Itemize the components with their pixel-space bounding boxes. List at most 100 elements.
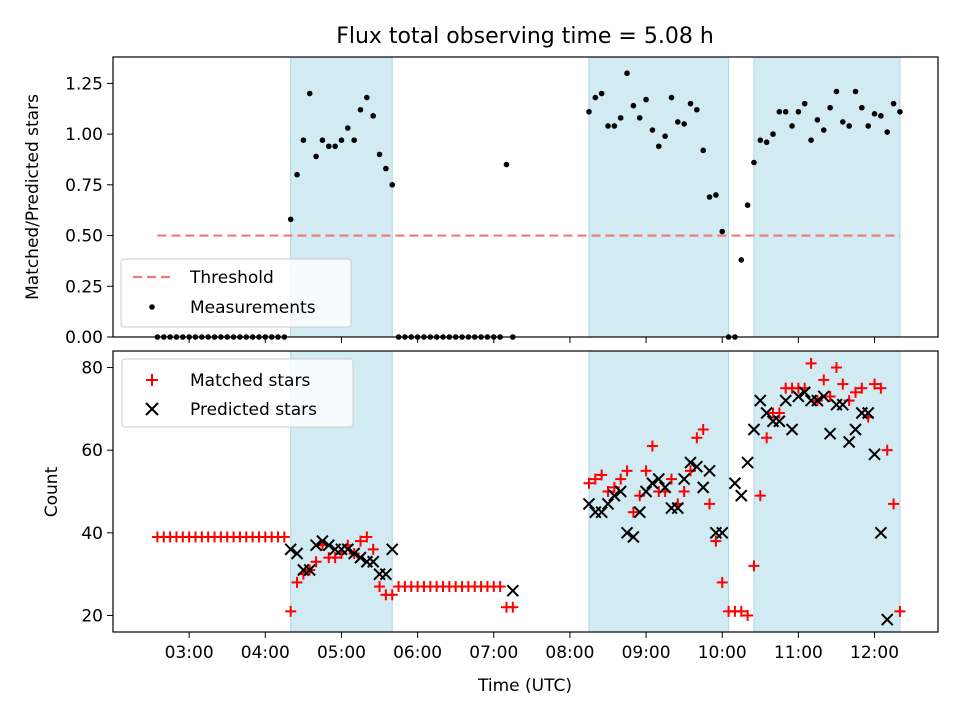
x-tick-label: 10:00 bbox=[698, 643, 747, 663]
measurement-point bbox=[675, 119, 681, 125]
x-b bbox=[703, 464, 716, 478]
measurement-point bbox=[865, 123, 871, 129]
x-b bbox=[798, 386, 811, 399]
matched-star-point bbox=[869, 378, 881, 390]
measurement-point bbox=[325, 143, 332, 150]
bottom-legend: Matched stars Predicted stars bbox=[121, 358, 354, 428]
measurement-point bbox=[592, 94, 599, 101]
predicted-star-point bbox=[303, 563, 316, 577]
measurement-point bbox=[605, 123, 611, 129]
measurement-point bbox=[897, 108, 903, 115]
predicted-star-point bbox=[716, 526, 729, 540]
predicted-star-point bbox=[811, 394, 824, 407]
y-tick-label: 80 bbox=[81, 359, 103, 379]
matched-star-point bbox=[589, 473, 601, 485]
measurement-point bbox=[820, 127, 827, 133]
predicted-star-point bbox=[696, 481, 710, 494]
measurement-point bbox=[636, 115, 643, 121]
x-b bbox=[690, 460, 704, 473]
x-b bbox=[614, 485, 627, 498]
predicted-star-point bbox=[646, 477, 659, 490]
predicted-star-point bbox=[760, 406, 773, 420]
x-b bbox=[316, 534, 329, 548]
x-b bbox=[671, 501, 685, 515]
matched-star-point bbox=[704, 498, 716, 510]
predicted-star-point bbox=[881, 613, 894, 626]
measurement-point bbox=[319, 137, 326, 143]
x-b bbox=[284, 543, 297, 556]
x-b bbox=[747, 423, 761, 436]
x-b bbox=[861, 406, 875, 420]
x-b bbox=[874, 526, 888, 540]
predicted-star-point bbox=[671, 501, 685, 515]
predicted-star-point bbox=[735, 489, 748, 502]
measurement-point bbox=[687, 100, 694, 107]
x-b bbox=[341, 543, 355, 556]
shaded-span-1 bbox=[588, 56, 730, 338]
predicted-star-point bbox=[849, 423, 862, 436]
measurement-point bbox=[852, 88, 859, 95]
predicted-star-point bbox=[741, 456, 754, 469]
x-b bbox=[652, 472, 665, 486]
bottom-shaded-spans bbox=[290, 350, 901, 633]
matched-star-point bbox=[608, 481, 620, 493]
matched-star-point bbox=[818, 374, 830, 386]
measurements-legend-swatch bbox=[149, 304, 155, 310]
x-tick-label: 03:00 bbox=[165, 643, 214, 663]
predicted-star-point bbox=[386, 543, 399, 556]
x-tick-label: 08:00 bbox=[545, 643, 594, 663]
matched-star-point bbox=[355, 535, 366, 547]
measurement-point bbox=[757, 137, 764, 143]
predicted-star-point bbox=[798, 386, 811, 399]
predicted-star-point bbox=[773, 415, 786, 428]
x-b bbox=[792, 390, 805, 403]
predicted-star-point bbox=[747, 423, 761, 436]
matched-star-point bbox=[830, 362, 842, 374]
x-b bbox=[728, 477, 742, 490]
x-b bbox=[646, 477, 659, 490]
matched-star-point bbox=[837, 378, 849, 390]
top-y-ticks: 0.00 0.25 0.50 0.75 1.00 1.25 bbox=[65, 74, 113, 348]
measurement-point bbox=[681, 121, 687, 127]
x-b bbox=[754, 394, 767, 407]
x-b bbox=[785, 423, 799, 436]
matched-star-point bbox=[310, 556, 322, 568]
top-panel: 0.00 0.25 0.50 0.75 1.00 1.25 Matched/Predict… bbox=[23, 56, 939, 348]
x-b bbox=[842, 435, 856, 449]
bottom-legend-box bbox=[121, 358, 354, 428]
measurement-point bbox=[287, 216, 294, 223]
measurement-point bbox=[763, 139, 770, 146]
x-b bbox=[741, 456, 754, 469]
x-b bbox=[608, 489, 621, 502]
measurement-point bbox=[751, 159, 757, 166]
x-b bbox=[601, 497, 615, 511]
measurement-point bbox=[814, 117, 821, 123]
matched-star-point bbox=[685, 465, 696, 477]
x-tick-label: 04:00 bbox=[241, 643, 290, 663]
measurement-point bbox=[617, 115, 624, 121]
bottom-y-ticks: 20 40 60 80 bbox=[81, 359, 113, 626]
x-tick-label: 09:00 bbox=[622, 643, 671, 663]
threshold-legend-label: Threshold bbox=[189, 268, 274, 288]
measurement-point bbox=[643, 96, 649, 103]
predicted-star-point bbox=[639, 485, 653, 498]
matched-star-point bbox=[291, 576, 303, 588]
matched-star-point bbox=[710, 535, 722, 547]
matched-star-point bbox=[646, 440, 658, 452]
top-y-axis-label: Matched/Predicted stars bbox=[23, 94, 43, 300]
matched-star-point bbox=[735, 605, 747, 617]
matched-star-point bbox=[856, 382, 868, 394]
chart-title: Flux total observing time = 5.08 h bbox=[336, 24, 714, 49]
x-b bbox=[779, 394, 792, 407]
x-b bbox=[684, 456, 697, 469]
measurement-point bbox=[878, 113, 884, 119]
measurement-point bbox=[744, 202, 751, 208]
matched-star-point bbox=[888, 498, 900, 510]
matched-star-point bbox=[894, 605, 906, 617]
measurement-point bbox=[890, 100, 897, 107]
matched-star-point bbox=[697, 424, 709, 436]
measurement-point bbox=[351, 137, 357, 143]
matched-star-point bbox=[602, 486, 614, 497]
predicted-star-point bbox=[601, 497, 615, 511]
matched-star-point bbox=[621, 465, 633, 477]
